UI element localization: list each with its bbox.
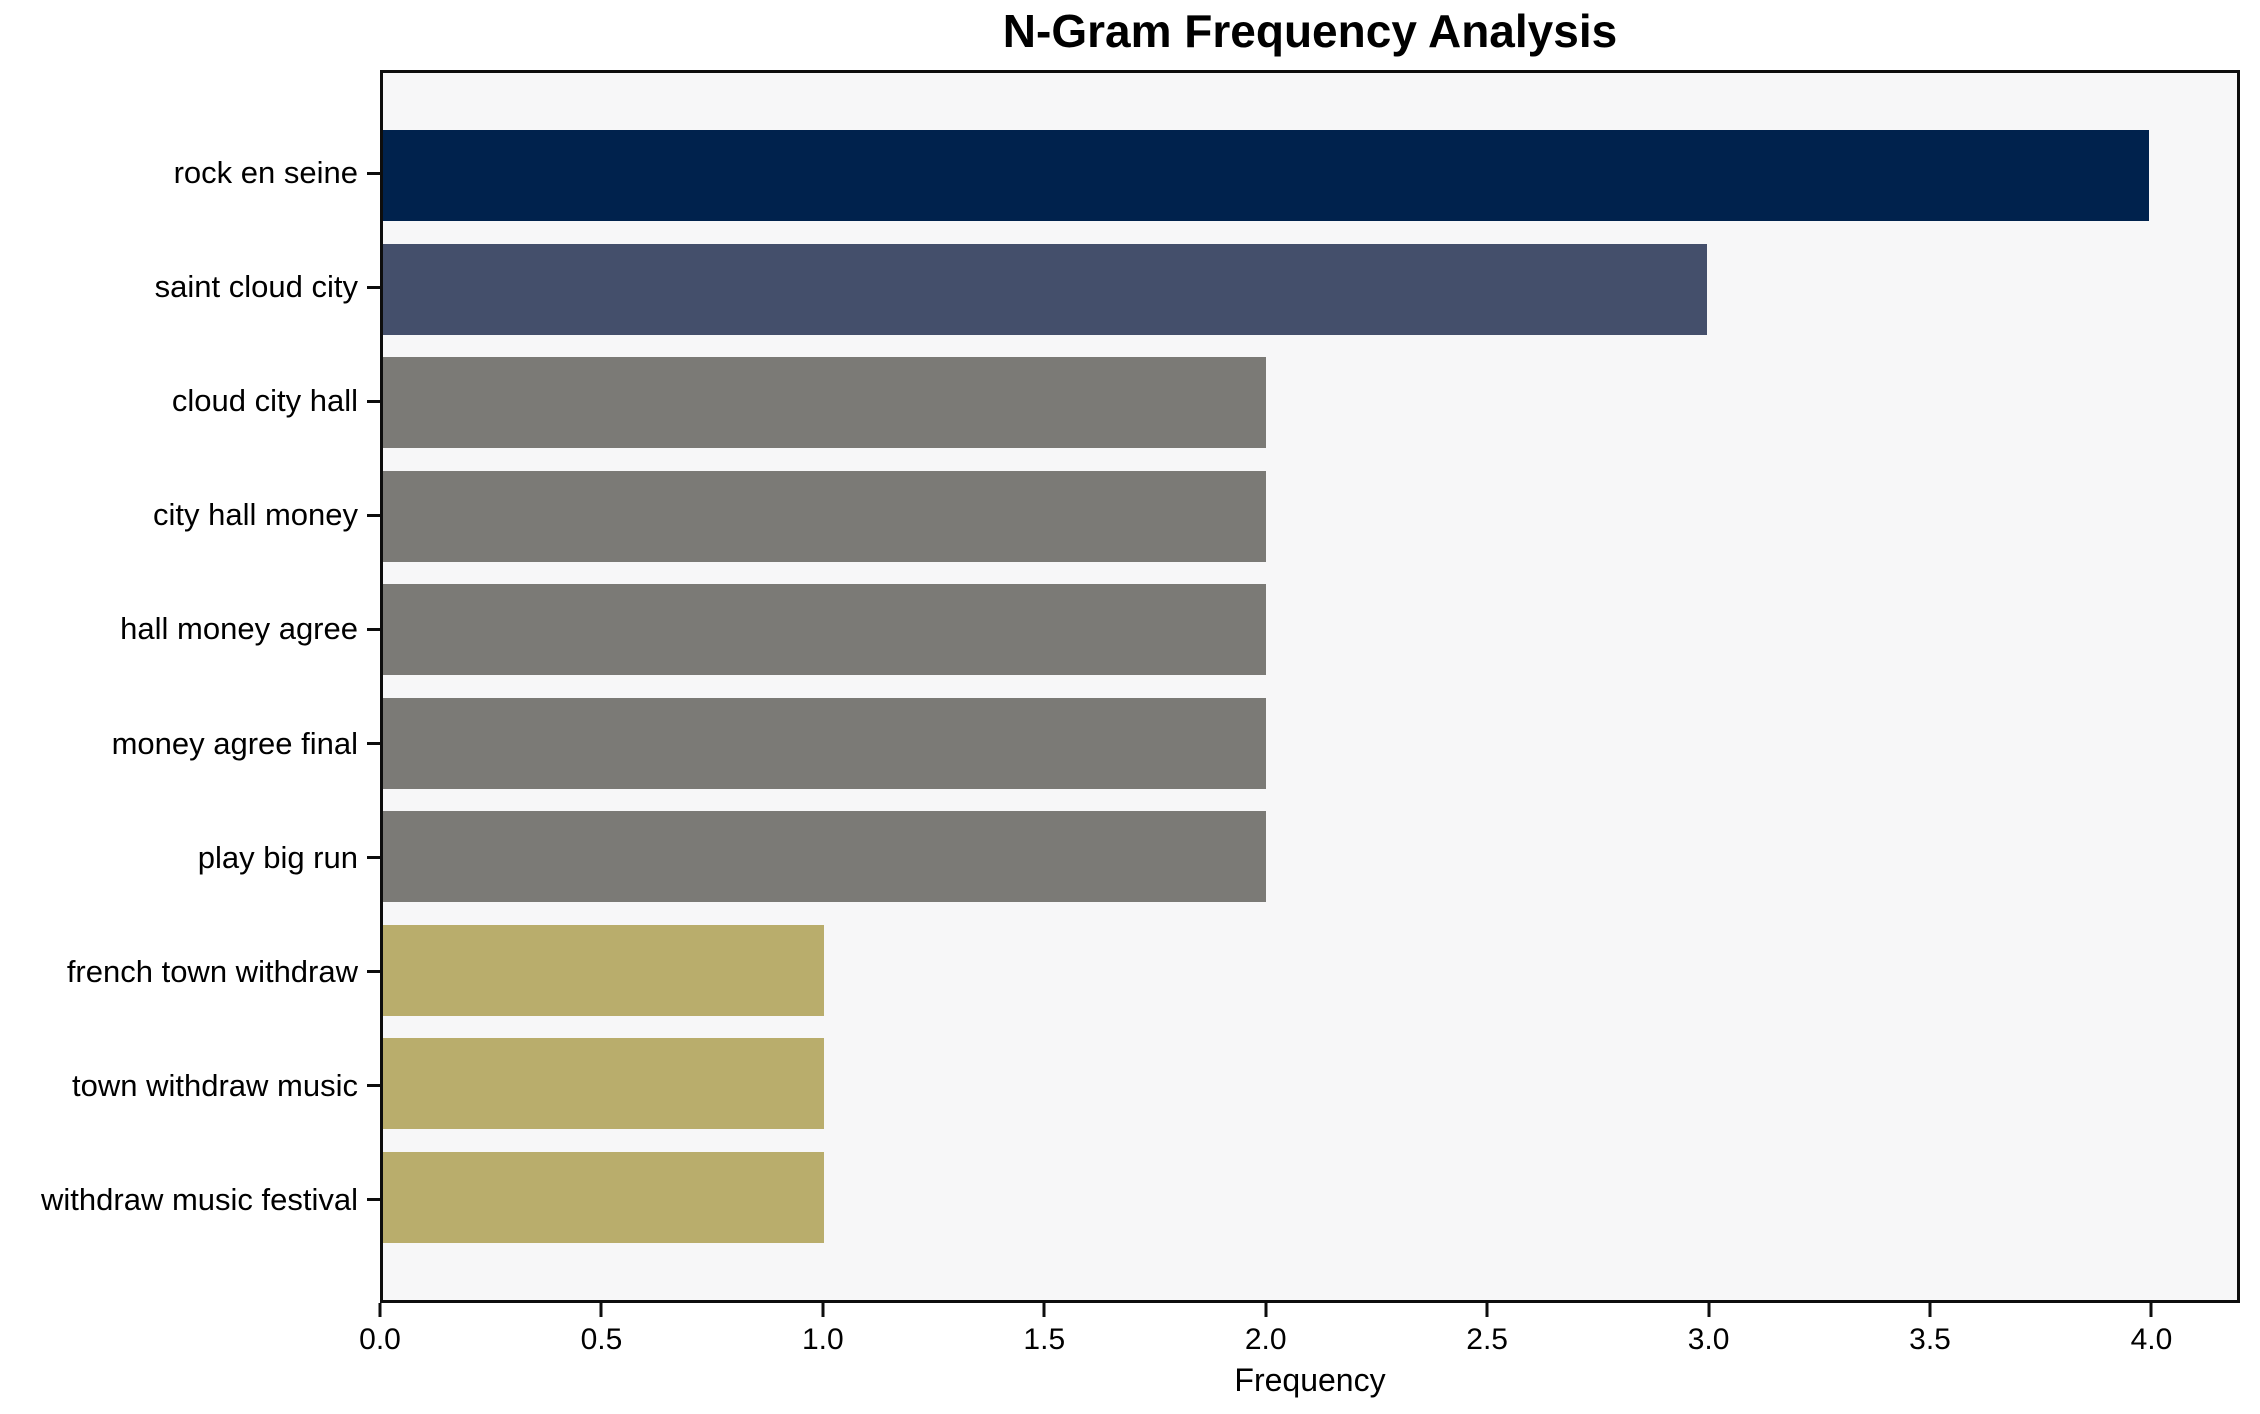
- x-tick-mark: [2149, 1303, 2153, 1317]
- y-tick-mark: [367, 513, 380, 517]
- x-tick-mark: [1928, 1303, 1932, 1317]
- y-tick-label: city hall money: [152, 497, 358, 533]
- y-tick-label: cloud city hall: [171, 383, 358, 419]
- bar-row: [383, 346, 2237, 460]
- x-tick-mark: [1485, 1303, 1489, 1317]
- chart-title: N-Gram Frequency Analysis: [1002, 5, 1618, 57]
- bar-row: [383, 687, 2237, 801]
- x-tick-label: 2.5: [1466, 1323, 1508, 1356]
- x-tick-label: 3.5: [1909, 1323, 1951, 1356]
- y-tick-row: play big run: [0, 801, 380, 915]
- x-tick-label: 1.5: [1023, 1323, 1066, 1356]
- y-tick-mark: [367, 970, 380, 974]
- bar: [383, 357, 1266, 449]
- y-tick-mark: [367, 399, 380, 403]
- y-axis: rock en seine saint cloud city cloud city …: [0, 70, 380, 1303]
- y-tick-label: withdraw music festival: [41, 1181, 358, 1217]
- x-tick-label: 3.0: [1687, 1323, 1730, 1356]
- y-tick-row: french town withdraw: [0, 915, 380, 1029]
- x-axis: 0.0 0.5 1.0 1.5 2.0 2.5 3.0 3.5 4.0: [359, 1303, 2240, 1373]
- y-tick-label: play big run: [197, 839, 358, 875]
- y-tick-label: hall money agree: [120, 611, 358, 647]
- y-tick-label: town withdraw music: [72, 1067, 358, 1103]
- y-tick-row: town withdraw music: [0, 1029, 380, 1143]
- bar: [383, 584, 1266, 676]
- bar: [383, 924, 825, 1016]
- x-tick-label: 2.0: [1244, 1323, 1287, 1356]
- y-tick-row: money agree final: [0, 686, 380, 800]
- bar-row: [383, 914, 2237, 1028]
- bar: [383, 697, 1266, 789]
- y-tick-mark: [367, 856, 380, 860]
- y-tick-row: cloud city hall: [0, 344, 380, 458]
- y-tick-row: hall money agree: [0, 572, 380, 686]
- bar: [383, 470, 1266, 562]
- x-axis-label: Frequency: [1234, 1362, 1386, 1398]
- bar-row: [383, 800, 2237, 914]
- x-tick-label: 4.0: [2130, 1323, 2173, 1356]
- x-tick-mark: [1042, 1303, 1046, 1317]
- y-tick-mark: [367, 742, 380, 746]
- y-tick-mark: [367, 1084, 380, 1088]
- bar: [383, 130, 2149, 222]
- bar-row: [383, 119, 2237, 233]
- y-tick-mark: [367, 627, 380, 631]
- y-tick-label: french town withdraw: [66, 953, 358, 989]
- y-tick-mark: [367, 1198, 380, 1202]
- x-tick-label: 0.0: [359, 1323, 401, 1356]
- bar-row: [383, 573, 2237, 687]
- x-tick-mark: [599, 1303, 603, 1317]
- bar-row: [383, 460, 2237, 574]
- y-tick-row: withdraw music festival: [0, 1143, 380, 1257]
- y-tick-label: money agree final: [111, 725, 358, 761]
- x-tick-mark: [378, 1303, 382, 1317]
- y-tick-row: city hall money: [0, 458, 380, 572]
- bar-row: [383, 1027, 2237, 1141]
- x-tick-label: 0.5: [580, 1323, 623, 1356]
- y-tick-mark: [367, 285, 380, 289]
- bar: [383, 243, 1708, 335]
- bar: [383, 1038, 825, 1130]
- y-tick-label: rock en seine: [173, 155, 358, 191]
- y-tick-label: saint cloud city: [154, 269, 358, 305]
- x-tick-mark: [1264, 1303, 1268, 1317]
- bar: [383, 1151, 825, 1243]
- x-tick-label: 1.0: [801, 1323, 844, 1356]
- bar: [383, 811, 1266, 903]
- bar-row: [383, 1141, 2237, 1255]
- bars-container: [383, 73, 2237, 1300]
- x-tick-mark: [821, 1303, 825, 1317]
- plot-area: [380, 70, 2240, 1303]
- y-tick-row: rock en seine: [0, 116, 380, 230]
- y-tick-row: saint cloud city: [0, 230, 380, 344]
- bar-row: [383, 233, 2237, 347]
- y-tick-mark: [367, 171, 380, 175]
- x-tick-mark: [1707, 1303, 1711, 1317]
